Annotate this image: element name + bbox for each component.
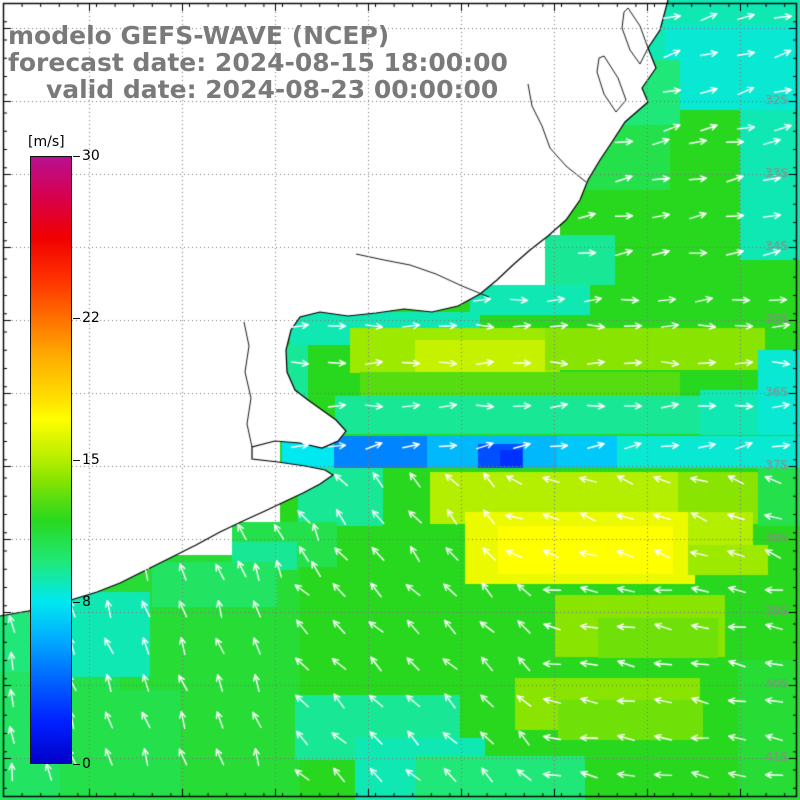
model-title: modelo GEFS-WAVE (NCEP): [8, 21, 390, 50]
colorbar: [m/s] 30 22 15 8 0: [26, 134, 156, 794]
colorbar-tick-15: 15: [73, 452, 122, 468]
colorbar-gradient: [30, 156, 72, 764]
colorbar-unit-label: [m/s]: [28, 134, 65, 150]
colorbar-tick-30: 30: [73, 148, 122, 164]
plot-header: modelo GEFS-WAVE (NCEP) forecast date: 2…: [8, 22, 508, 103]
colorbar-tick-22: 22: [73, 310, 122, 326]
valid-date-label: valid date: 2024-08-23 00:00:00: [46, 75, 499, 104]
colorbar-tick-8: 8: [73, 594, 122, 610]
forecast-date-label: forecast date: 2024-08-15 18:00:00: [8, 48, 508, 77]
colorbar-tick-0: 0: [73, 756, 122, 772]
